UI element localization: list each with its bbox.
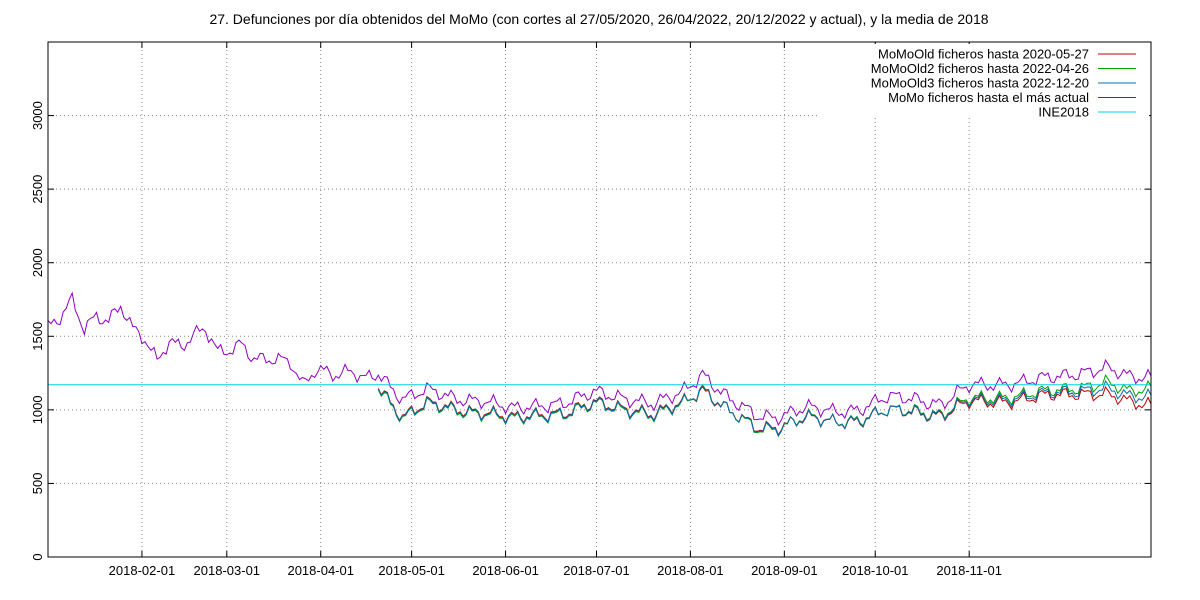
series-layer bbox=[47, 291, 1152, 438]
x-tick-label: 2018-04-01 bbox=[287, 563, 354, 578]
legend-background bbox=[818, 44, 1149, 118]
chart-title: 27. Defunciones por día obtenidos del Mo… bbox=[209, 11, 988, 27]
y-tick-label: 500 bbox=[30, 473, 45, 495]
x-tick-label: 2018-06-01 bbox=[472, 563, 539, 578]
legend-label: INE2018 bbox=[1038, 105, 1089, 120]
y-tick-label: 1000 bbox=[30, 395, 45, 424]
y-tick-label: 0 bbox=[30, 553, 45, 560]
grid-layer bbox=[48, 42, 1151, 557]
y-tick-label: 1500 bbox=[30, 322, 45, 351]
legend-label: MoMo ficheros hasta el más actual bbox=[888, 90, 1089, 105]
x-tick-label: 2018-07-01 bbox=[563, 563, 630, 578]
legend: MoMoOld ficheros hasta 2020-05-27MoMoOld… bbox=[818, 44, 1149, 120]
legend-label: MoMoOld3 ficheros hasta 2022-12-20 bbox=[871, 76, 1089, 91]
x-tick-label: 2018-09-01 bbox=[751, 563, 818, 578]
x-tick-label: 2018-02-01 bbox=[109, 563, 176, 578]
axis-layer: 0 500 1000 1500 2000 2500 3000 2018-02-01 2018-0… bbox=[30, 42, 1151, 578]
plot-frame bbox=[47, 41, 1152, 558]
y-tick-label: 2500 bbox=[30, 175, 45, 204]
series-line-3 bbox=[47, 291, 1152, 427]
x-tick-label: 2018-11-01 bbox=[936, 563, 1002, 578]
x-tick-label: 2018-03-01 bbox=[194, 563, 261, 578]
x-tick-label: 2018-08-01 bbox=[657, 563, 724, 578]
legend-label: MoMoOld ficheros hasta 2020-05-27 bbox=[878, 47, 1089, 62]
legend-label: MoMoOld2 ficheros hasta 2022-04-26 bbox=[871, 61, 1089, 76]
x-tick-label: 2018-10-01 bbox=[842, 563, 909, 578]
y-tick-label: 2000 bbox=[30, 248, 45, 277]
series-line-2 bbox=[377, 379, 1152, 437]
x-tick-label: 2018-05-01 bbox=[378, 563, 445, 578]
y-tick-label: 3000 bbox=[30, 101, 45, 130]
